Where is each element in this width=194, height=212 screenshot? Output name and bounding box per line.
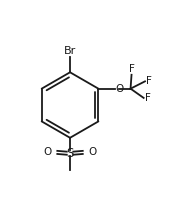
Text: O: O — [44, 147, 52, 158]
Text: O: O — [116, 84, 124, 94]
Text: Br: Br — [64, 46, 76, 56]
Text: O: O — [88, 147, 96, 158]
Text: F: F — [129, 64, 134, 74]
Text: F: F — [146, 76, 152, 86]
Text: F: F — [145, 93, 151, 103]
Text: S: S — [66, 147, 74, 160]
